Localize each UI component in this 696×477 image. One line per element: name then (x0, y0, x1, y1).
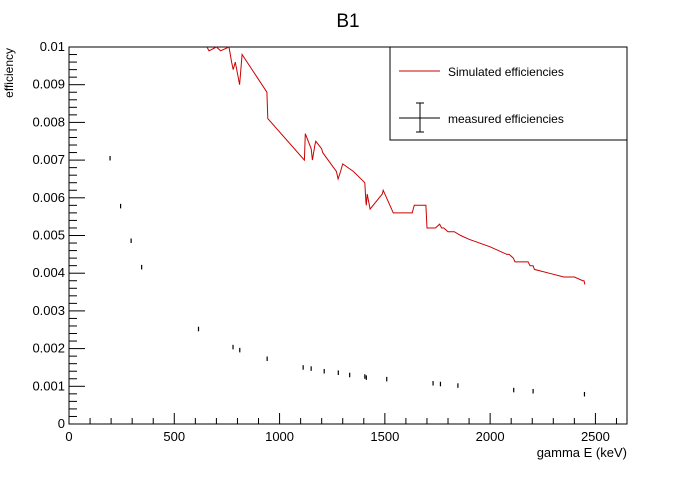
x-tick-label: 500 (163, 429, 185, 444)
axis-ticks: 0 500 1000 1500 2000 2500 0 0.001 0.002 0.003 0.00… (32, 39, 617, 444)
x-axis-label: gamma E (keV) (537, 445, 627, 460)
legend-box (389, 46, 628, 141)
y-tick-label: 0.01 (40, 39, 65, 54)
y-tick-label: 0.005 (32, 228, 65, 243)
y-tick-label: 0 (58, 416, 65, 431)
legend: Simulated efficiencies measured efficien… (389, 46, 628, 141)
x-tick-label: 0 (65, 429, 72, 444)
simulated-efficiency-line (206, 46, 586, 285)
y-tick-label: 0.008 (32, 114, 65, 129)
y-tick-label: 0.009 (32, 77, 65, 92)
plot-series (109, 46, 586, 397)
legend-sim-label: Simulated efficiencies (448, 65, 564, 79)
x-tick-label: 1000 (265, 429, 294, 444)
y-tick-label: 0.002 (32, 341, 65, 356)
x-tick-label: 2000 (476, 429, 505, 444)
y-tick-label: 0.001 (32, 378, 65, 393)
chart-title: B1 (336, 11, 359, 32)
y-tick-label: 0.006 (32, 190, 65, 205)
y-axis-label: efficiency (2, 48, 16, 98)
y-tick-label: 0.004 (32, 265, 65, 280)
y-tick-label: 0.003 (32, 303, 65, 318)
x-tick-label: 1500 (370, 429, 399, 444)
x-tick-label: 2500 (581, 429, 610, 444)
y-tick-label: 0.007 (32, 152, 65, 167)
legend-meas-label: measured efficiencies (448, 112, 564, 126)
